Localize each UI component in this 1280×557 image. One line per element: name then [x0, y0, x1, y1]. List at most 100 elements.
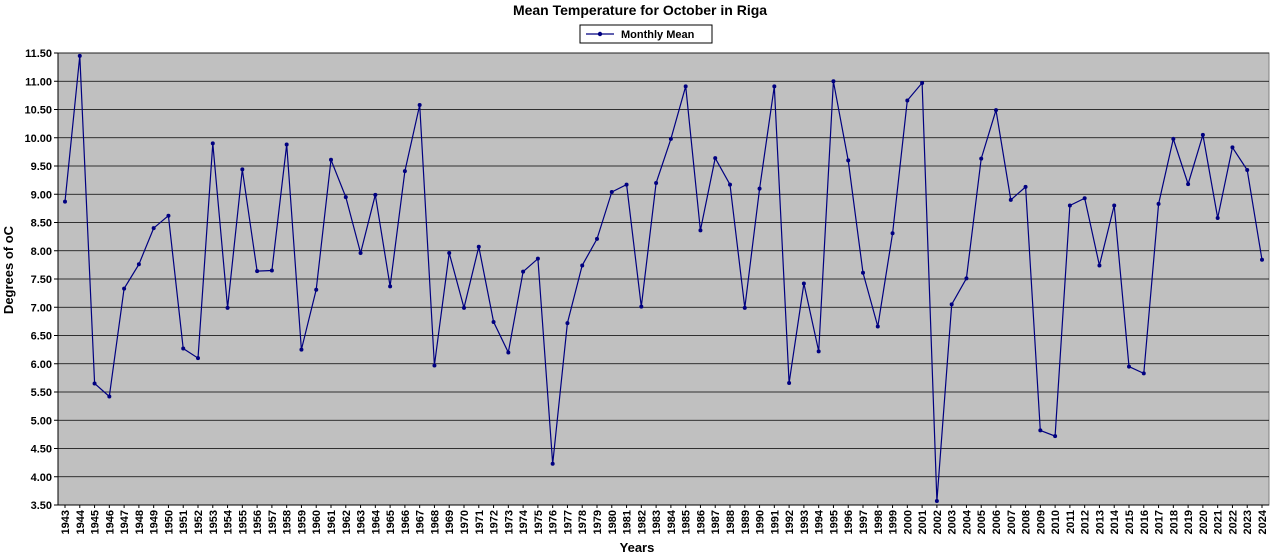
grid: [58, 52, 1269, 506]
x-tick-label: 1958: [282, 510, 294, 534]
x-tick-label: 1992: [784, 510, 796, 534]
x-tick-label: 2005: [976, 510, 988, 534]
x-tick-label: 2022: [1227, 510, 1239, 534]
x-tick-label: 1981: [622, 510, 634, 534]
data-point: [181, 346, 186, 351]
x-tick-label: 1968: [429, 510, 441, 534]
x-tick-label: 1946: [104, 510, 116, 534]
x-tick-label: 1990: [755, 510, 767, 534]
data-point: [63, 199, 67, 204]
data-point: [535, 256, 540, 261]
data-point: [329, 157, 333, 162]
x-tick-label: 1950: [163, 510, 175, 534]
x-axis-title: Years: [620, 540, 655, 555]
y-axis-title: Degrees of oC: [1, 225, 16, 314]
x-tick-label: 1977: [562, 510, 574, 534]
x-tick-label: 1957: [267, 510, 279, 534]
data-point: [1186, 182, 1191, 187]
data-point: [1038, 428, 1043, 433]
y-tick-label: 4.00: [31, 472, 52, 484]
x-tick-label: 1980: [607, 510, 619, 534]
data-point: [521, 269, 526, 274]
x-tick-label: 1989: [740, 510, 752, 534]
data-point: [373, 192, 378, 197]
x-tick-label: 1949: [149, 510, 161, 534]
data-point: [1260, 257, 1264, 262]
data-point: [1023, 184, 1028, 189]
data-point: [432, 363, 437, 368]
x-tick-label: 1976: [548, 510, 560, 534]
data-point: [343, 195, 348, 200]
y-tick-label: 6.50: [31, 331, 52, 343]
data-point: [595, 236, 599, 241]
x-tick-label: 2024: [1257, 509, 1269, 534]
data-point: [299, 347, 304, 352]
x-tick-label: 2012: [1080, 510, 1092, 534]
x-tick-label: 1974: [518, 509, 530, 534]
x-tick-label: 1951: [178, 510, 190, 534]
x-tick-label: 2015: [1124, 510, 1136, 534]
x-tick-label: 2011: [1065, 510, 1077, 534]
y-tick-label: 9.50: [31, 161, 52, 173]
y-tick-label: 8.50: [31, 218, 52, 230]
x-tick-label: 1994: [814, 509, 826, 534]
data-point: [462, 305, 466, 310]
data-point: [122, 286, 127, 291]
x-tick-label: 1955: [237, 510, 249, 534]
data-point: [1230, 145, 1235, 150]
y-tick-label: 5.00: [31, 415, 52, 427]
data-point: [905, 98, 910, 103]
data-point: [846, 158, 851, 163]
data-point: [1127, 364, 1131, 369]
x-tick-label: 1983: [651, 510, 663, 534]
y-tick-label: 8.00: [31, 246, 52, 258]
y-tick-label: 11.00: [25, 76, 52, 88]
x-tick-label: 1985: [681, 510, 693, 534]
data-point: [491, 319, 496, 324]
x-tick-label: 2020: [1198, 510, 1210, 534]
data-point: [920, 80, 925, 85]
data-point: [358, 251, 363, 256]
x-tick-label: 2000: [902, 510, 914, 534]
data-point: [166, 213, 171, 218]
data-point: [506, 350, 511, 355]
x-tick-label: 1945: [90, 510, 102, 534]
data-point: [875, 324, 880, 329]
x-tick-label: 2006: [991, 510, 1003, 534]
x-tick-label: 2019: [1183, 510, 1195, 534]
data-point: [314, 287, 319, 292]
x-tick-label: 2014: [1109, 509, 1121, 534]
data-point: [639, 304, 644, 309]
x-tick-label: 1953: [208, 510, 220, 534]
legend-label: Monthly Mean: [621, 29, 695, 41]
data-point: [1082, 196, 1087, 201]
x-tick-label: 1978: [577, 510, 589, 534]
x-tick-label: 1999: [888, 510, 900, 534]
y-tick-label: 9.00: [31, 189, 52, 201]
y-tick-label: 10.00: [24, 133, 52, 145]
y-tick-label: 7.50: [31, 274, 52, 286]
data-point: [979, 156, 984, 161]
data-point: [772, 84, 777, 89]
x-tick-label: 2013: [1094, 510, 1106, 534]
data-point: [861, 270, 865, 275]
x-tick-label: 1966: [400, 510, 412, 534]
x-tick-label: 2017: [1154, 510, 1166, 534]
x-tick-label: 1948: [134, 510, 146, 534]
data-point: [136, 262, 141, 267]
data-point: [1215, 215, 1220, 220]
x-tick-label: 1979: [592, 510, 604, 534]
x-tick-label: 1954: [223, 509, 235, 534]
x-tick-label: 1943: [60, 510, 72, 534]
x-tick-label: 1969: [444, 510, 456, 534]
data-point: [698, 228, 703, 233]
y-tick-label: 4.50: [31, 444, 52, 456]
data-point: [476, 244, 481, 249]
x-tick-label: 2010: [1050, 510, 1062, 534]
data-point: [1200, 132, 1205, 137]
x-tick-label: 1947: [119, 510, 131, 534]
data-point: [550, 461, 555, 466]
x-tick-label: 2023: [1242, 510, 1254, 534]
x-tick-label: 1956: [252, 510, 264, 534]
x-tick-label: 2018: [1168, 510, 1180, 534]
